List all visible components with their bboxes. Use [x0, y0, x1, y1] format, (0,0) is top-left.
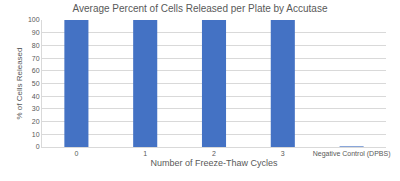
- svg-text:3: 3: [281, 150, 285, 157]
- svg-text:0: 0: [36, 143, 40, 150]
- svg-text:40: 40: [32, 93, 40, 100]
- svg-text:Number of Freeze-Thaw Cycles: Number of Freeze-Thaw Cycles: [150, 158, 278, 168]
- svg-text:10: 10: [32, 131, 40, 138]
- svg-text:Average Percent of Cells Relea: Average Percent of Cells Released per Pl…: [73, 3, 328, 14]
- svg-text:80: 80: [32, 42, 40, 49]
- svg-text:1: 1: [143, 150, 147, 157]
- svg-text:2: 2: [212, 150, 216, 157]
- svg-text:60: 60: [32, 67, 40, 74]
- svg-text:100: 100: [28, 16, 40, 23]
- svg-text:70: 70: [32, 55, 40, 62]
- svg-text:90: 90: [32, 29, 40, 36]
- svg-text:20: 20: [32, 118, 40, 125]
- svg-text:30: 30: [32, 105, 40, 112]
- svg-text:% of Cells Released: % of Cells Released: [15, 47, 24, 119]
- svg-text:0: 0: [74, 150, 78, 157]
- svg-text:50: 50: [32, 80, 40, 87]
- svg-text:Negative Control (DPBS): Negative Control (DPBS): [313, 150, 391, 158]
